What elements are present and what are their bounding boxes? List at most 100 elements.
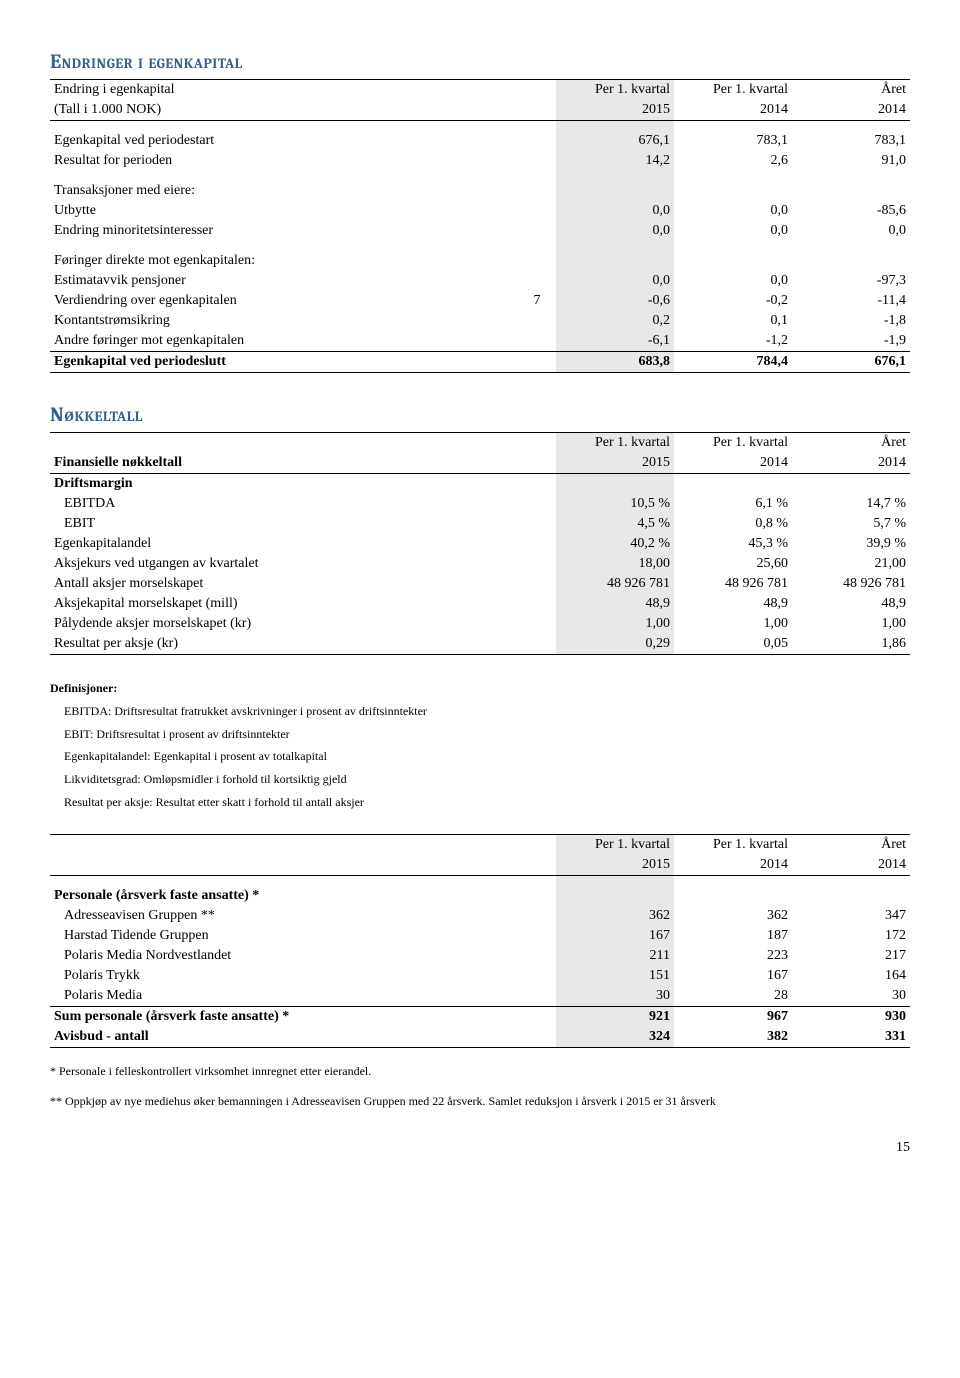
col2-header-b: 2014 [674,453,792,474]
cell: 1,00 [792,614,910,634]
col1-header-b: 2015 [556,855,674,876]
cell: 783,1 [792,121,910,152]
cell: 783,1 [674,121,792,152]
cell: 48 926 781 [674,574,792,594]
extra-cell: 324 [556,1027,674,1048]
footnotes: * Personale i felleskontrollert virksomh… [50,1062,910,1110]
cell: 172 [792,926,910,946]
cell: -97,3 [792,271,910,291]
defs-title: Definisjoner: [50,681,117,695]
col3-header-a: Året [792,433,910,454]
keyfigures-table: Per 1. kvartal Per 1. kvartal Året Finan… [50,432,910,655]
row-label: Estimatavvik pensjoner [50,271,518,291]
section-title-keyfigures: Nøkkeltall [50,403,910,426]
row-label: Polaris Media Nordvestlandet [50,946,556,966]
cell: -11,4 [792,291,910,311]
row-note [518,271,556,291]
row-label: Polaris Trykk [50,966,556,986]
cell: 362 [556,906,674,926]
cell: 362 [674,906,792,926]
def-item: Resultat per aksje: Resultat etter skatt… [50,791,910,814]
def-item: EBIT: Driftsresultat i prosent av drifts… [50,723,910,746]
cell: 14,7 % [792,494,910,514]
total-cell: 784,4 [674,352,792,373]
cell: 48 926 781 [792,574,910,594]
equity-table: Endring i egenkapital Per 1. kvartal Per… [50,79,910,373]
cell: 164 [792,966,910,986]
cell: 0,0 [556,201,674,221]
total-label: Egenkapital ved periodeslutt [50,352,518,373]
cell: -1,9 [792,331,910,352]
row-label: Egenkapital ved periodestart [50,121,518,152]
cell: 39,9 % [792,534,910,554]
cell: 217 [792,946,910,966]
row-label: Pålydende aksjer morselskapet (kr) [50,614,556,634]
total-cell: 930 [792,1006,910,1027]
cell: 0,2 [556,311,674,331]
cell: 0,0 [792,221,910,241]
cell: 211 [556,946,674,966]
section-title-equity: Endringer i egenkapital [50,50,910,73]
cell: 347 [792,906,910,926]
cell: 187 [674,926,792,946]
cell: -1,8 [792,311,910,331]
cell: 0,0 [556,271,674,291]
cell: 48 926 781 [556,574,674,594]
cell: -85,6 [792,201,910,221]
cell: 21,00 [792,554,910,574]
group-label: Personale (årsverk faste ansatte) * [50,875,556,906]
col2-header-a: Per 1. kvartal [674,80,792,101]
extra-cell: 331 [792,1027,910,1048]
col1-header-b: 2015 [556,453,674,474]
header-label: Finansielle nøkkeltall [50,453,556,474]
header-label: Endring i egenkapital [50,80,518,101]
row-note [518,121,556,152]
cell: 676,1 [556,121,674,152]
cell: 6,1 % [674,494,792,514]
cell: 0,1 [674,311,792,331]
cell: 18,00 [556,554,674,574]
row-label: Aksjekapital morselskapet (mill) [50,594,556,614]
def-item: Likviditetsgrad: Omløpsmidler i forhold … [50,768,910,791]
row-label: Adresseavisen Gruppen ** [50,906,556,926]
row-label: EBITDA [50,494,556,514]
cell: -0,6 [556,291,674,311]
total-cell: 921 [556,1006,674,1027]
cell: 167 [556,926,674,946]
row-label: Aksjekurs ved utgangen av kvartalet [50,554,556,574]
cell: 0,8 % [674,514,792,534]
extra-label: Avisbud - antall [50,1027,556,1048]
col3-header-a: Året [792,834,910,855]
row-note: 7 [518,291,556,311]
total-cell: 967 [674,1006,792,1027]
cell: 0,0 [674,221,792,241]
cell: 0,0 [674,271,792,291]
cell: 1,00 [674,614,792,634]
row-label: Resultat per aksje (kr) [50,634,556,655]
col2-header-b: 2014 [674,100,792,121]
cell: 151 [556,966,674,986]
def-item: EBITDA: Driftsresultat fratrukket avskri… [50,700,910,723]
cell: -1,2 [674,331,792,352]
col1-header-a: Per 1. kvartal [556,80,674,101]
col1-header-a: Per 1. kvartal [556,433,674,454]
cell: 40,2 % [556,534,674,554]
cell: 91,0 [792,151,910,171]
cell: 30 [792,986,910,1007]
col2-header-a: Per 1. kvartal [674,834,792,855]
col3-header-b: 2014 [792,453,910,474]
def-item: Egenkapitalandel: Egenkapital i prosent … [50,745,910,768]
group-label: Føringer direkte mot egenkapitalen: [50,241,518,271]
row-label: Egenkapitalandel [50,534,556,554]
row-label: Endring minoritetsinteresser [50,221,518,241]
cell: 48,9 [674,594,792,614]
row-label: Polaris Media [50,986,556,1007]
row-label: Andre føringer mot egenkapitalen [50,331,518,352]
margin-label: Driftsmargin [50,474,556,495]
cell: 5,7 % [792,514,910,534]
cell: 0,05 [674,634,792,655]
cell: -6,1 [556,331,674,352]
group-label: Transaksjoner med eiere: [50,171,518,201]
cell: 0,0 [674,201,792,221]
cell: 4,5 % [556,514,674,534]
